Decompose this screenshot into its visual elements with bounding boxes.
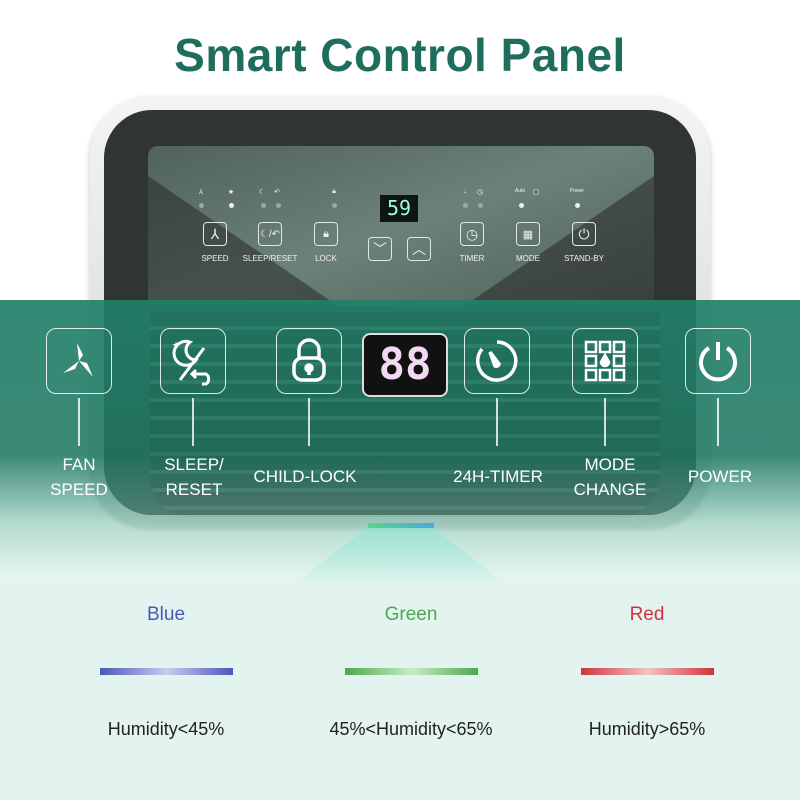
- sleep-reset-label: SLEEP/RESET: [242, 254, 298, 263]
- callout-line: [604, 398, 606, 446]
- lock-button[interactable]: 🔒︎: [314, 222, 338, 246]
- child-lock-callout: [276, 328, 342, 394]
- led-timer: [478, 203, 483, 208]
- led-bucket: [535, 203, 540, 208]
- lock-label: LOCK: [315, 254, 337, 263]
- label-line: SPEED: [50, 480, 108, 499]
- sleep-reset-callout: ★: [160, 328, 226, 394]
- timer-indicator-icon: ◷: [476, 189, 484, 196]
- callout-line: [496, 398, 498, 446]
- label-line: SLEEP/: [164, 455, 224, 474]
- power-icon: ⏻: [578, 225, 590, 242]
- green-bar: [345, 668, 478, 675]
- led-drop: [463, 203, 468, 208]
- power-icon: [699, 342, 737, 382]
- label-line: CHANGE: [573, 480, 647, 499]
- callout-line: [717, 398, 719, 446]
- timer-icon: [476, 340, 518, 382]
- timer-button[interactable]: ◷: [460, 222, 484, 246]
- green-label: Green: [384, 604, 438, 625]
- sleep-reset-label: SLEEP/RESET: [124, 452, 264, 502]
- led-reset: [276, 203, 281, 208]
- power-indicator-label: Power: [569, 188, 585, 194]
- chevron-up-icon: ︿: [412, 241, 426, 257]
- bucket-indicator-icon: ▢: [532, 189, 540, 196]
- chevron-down-icon: ﹀: [373, 241, 387, 257]
- down-button[interactable]: ﹀: [368, 237, 392, 261]
- drop-indicator-icon: 💧︎: [463, 188, 467, 195]
- label-line: MODE: [584, 455, 636, 474]
- timer-label: TIMER: [459, 254, 485, 263]
- label-line: FAN: [62, 455, 96, 474]
- sleep-reset-icon: ★: [172, 339, 211, 386]
- timer-label: 24H-TIMER: [453, 467, 543, 486]
- fan-icon: [63, 343, 93, 377]
- lock-indicator-icon: 🔒︎: [332, 188, 336, 195]
- mode-grid-icon: [584, 340, 626, 382]
- sleep-icon: ☾/↶: [259, 228, 281, 240]
- red-label: Red: [629, 604, 665, 625]
- star-indicator-icon: ★: [227, 189, 235, 196]
- up-button[interactable]: ︿: [407, 237, 431, 261]
- legend-area: [0, 578, 800, 800]
- blue-bar: [100, 668, 233, 675]
- speed-label: SPEED: [201, 254, 229, 263]
- mode-button[interactable]: ▦: [516, 222, 540, 246]
- blue-condition: Humidity<45%: [107, 719, 225, 739]
- fan-speed-label: FAN SPEED: [9, 452, 149, 502]
- standby-button[interactable]: ⏻: [572, 222, 596, 246]
- callout-line: [308, 398, 310, 446]
- green-condition: 45%<Humidity<65%: [329, 719, 493, 739]
- power-callout: [685, 328, 751, 394]
- auto-indicator-label: Auto: [514, 188, 526, 194]
- fan-indicator-icon: ⅄: [198, 189, 204, 196]
- callout-line: [192, 398, 194, 446]
- page-title: Smart Control Panel: [174, 29, 626, 81]
- mode-label: MODE: [516, 254, 540, 263]
- sleep-indicator-icon: ☾: [258, 189, 266, 196]
- led-sleep: [261, 203, 266, 208]
- label-line: RESET: [165, 480, 223, 499]
- lock-icon: 🔒︎: [323, 227, 329, 240]
- led-fan: [199, 203, 204, 208]
- power-label: POWER: [687, 467, 753, 486]
- mode-change-label: MODE CHANGE: [540, 452, 680, 502]
- small-display: 59: [380, 195, 418, 222]
- svg-text:★: ★: [172, 340, 180, 350]
- blue-label: Blue: [146, 604, 186, 625]
- callout-line: [78, 398, 80, 446]
- mode-change-callout: [572, 328, 638, 394]
- timer-callout: [464, 328, 530, 394]
- reset-indicator-icon: ↶: [274, 189, 280, 196]
- led-star: [229, 203, 234, 208]
- sleep-reset-button[interactable]: ☾/↶: [258, 222, 282, 246]
- red-condition: Humidity>65%: [588, 719, 706, 739]
- child-lock-label: CHILD-LOCK: [253, 467, 357, 486]
- red-bar: [581, 668, 714, 675]
- timer-icon: ◷: [465, 225, 479, 242]
- humidity-light-strip: [368, 523, 434, 528]
- fan-speed-callout: [46, 328, 112, 394]
- led-power: [575, 203, 580, 208]
- grid-icon: ▦: [522, 228, 534, 241]
- led-lock: [332, 203, 337, 208]
- lock-icon: [292, 338, 326, 382]
- standby-label: STAND-BY: [564, 254, 604, 263]
- speed-button[interactable]: ⅄: [203, 222, 227, 246]
- led-auto: [519, 203, 524, 208]
- control-face: [148, 146, 654, 306]
- big-display: 88: [362, 333, 448, 397]
- fan-icon: ⅄: [210, 225, 220, 242]
